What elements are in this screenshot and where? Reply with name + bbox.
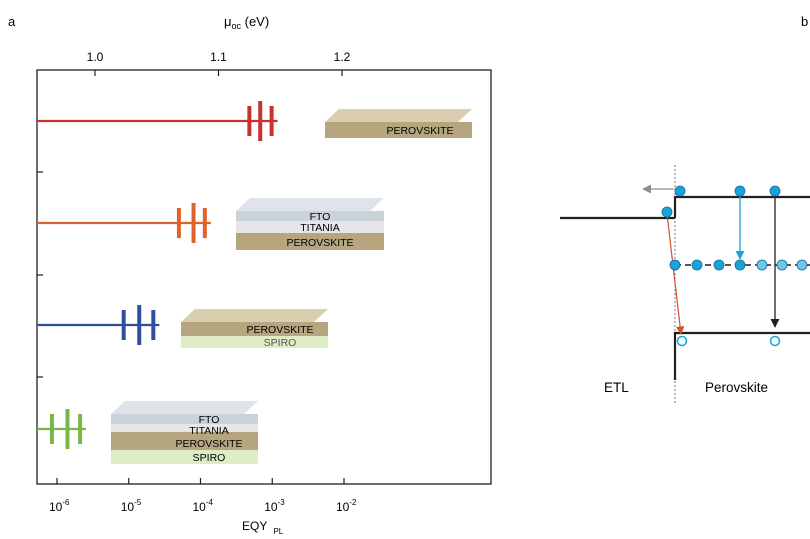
trap-electron-6: [776, 259, 788, 271]
stack-2-fto-layer: [236, 211, 384, 221]
panel-a-label: a: [8, 14, 16, 29]
top-tick-label: 1.1: [210, 50, 227, 64]
top-tick-label: 1.2: [334, 50, 351, 64]
hole-2: [769, 335, 781, 347]
stack-2-perovskite-text: PEROVSKITE: [286, 237, 353, 249]
stack-2-titania-layer: [236, 221, 384, 233]
top-axis: 1.0 1.1 1.2: [87, 50, 351, 76]
panel-b-label: b: [801, 14, 808, 29]
stack-3-perovskite-text: PEROVSKITE: [246, 324, 313, 336]
stack-4-perovskite-layer: [111, 432, 258, 450]
stack-2-fto-text: FTO: [310, 211, 331, 223]
bottom-axis: 10-6 10-5 10-4 10-3 10-2: [49, 478, 357, 514]
etl-label: ETL: [604, 380, 629, 395]
stack-2-top: [236, 198, 384, 211]
stack-4-titania-layer: [111, 424, 258, 432]
stack-4-spiro-layer: [111, 450, 258, 464]
electron-cb-2: [734, 185, 746, 197]
bottom-axis-label-base: EQY: [242, 519, 267, 533]
hole-1: [676, 335, 688, 347]
bottom-axis-label-sub: PL: [273, 527, 283, 536]
stack-1-perovskite-text: PEROVSKITE: [386, 125, 453, 137]
bottom-tick-label: 10-3: [264, 498, 285, 514]
interface-recombination-arrow: [666, 213, 685, 335]
series-1: [37, 101, 278, 141]
top-tick-label: 1.0: [87, 50, 104, 64]
stack-1: PEROVSKITE: [325, 109, 472, 138]
stack-2-perovskite-layer: [236, 233, 384, 250]
electron-etl: [661, 206, 673, 218]
trap-electron-3: [713, 259, 725, 271]
trap-electron-7: [796, 259, 808, 271]
trap-electron-4: [734, 259, 746, 271]
plot-frame: [36, 69, 492, 485]
stack-4-perovskite-text: PEROVSKITE: [175, 438, 242, 450]
stack-4: FTO TITANIA PEROVSKITE SPIRO: [111, 401, 258, 464]
stack-1-perovskite-layer: [325, 122, 472, 138]
trap-electron-2: [691, 259, 703, 271]
bottom-tick-label: 10-6: [49, 498, 70, 514]
series-3: [37, 305, 160, 345]
stack-3-spiro-text: SPIRO: [264, 337, 297, 349]
trap-electron-5: [756, 259, 768, 271]
stack-4-top: [111, 401, 258, 414]
stack-1-top: [325, 109, 472, 122]
trap-electron-1: [669, 259, 681, 271]
stack-2: FTO TITANIA PEROVSKITE: [236, 198, 384, 250]
stack-4-titania-text: TITANIA: [189, 425, 228, 437]
stack-3-top: [181, 309, 328, 322]
series-layer: [37, 101, 278, 449]
perovskite-conduction-band: [673, 195, 810, 218]
top-axis-label: μoc (eV): [224, 14, 269, 31]
bottom-axis-label: EQY PL: [242, 519, 284, 536]
band-diagram: ETL Perovskite: [560, 165, 810, 405]
bottom-tick-label: 10-5: [121, 498, 142, 514]
electron-cb-3: [769, 185, 781, 197]
electron-cb-1: [674, 185, 686, 197]
stack-3-spiro-layer: [181, 336, 328, 348]
bottom-tick-label: 10-2: [336, 498, 357, 514]
series-4: [37, 409, 87, 449]
stack-4-fto-layer: [111, 414, 258, 424]
perovskite-label: Perovskite: [705, 380, 768, 395]
stack-3: PEROVSKITE SPIRO: [181, 309, 328, 349]
stack-4-spiro-text: SPIRO: [193, 452, 226, 464]
left-ticks: [37, 171, 43, 378]
series-2: [37, 203, 211, 243]
stack-2-titania-text: TITANIA: [300, 222, 339, 234]
stack-4-fto-text: FTO: [199, 414, 220, 426]
stack-3-perovskite-layer: [181, 322, 328, 336]
bottom-tick-label: 10-4: [193, 498, 214, 514]
perovskite-valence-band: [673, 331, 810, 380]
